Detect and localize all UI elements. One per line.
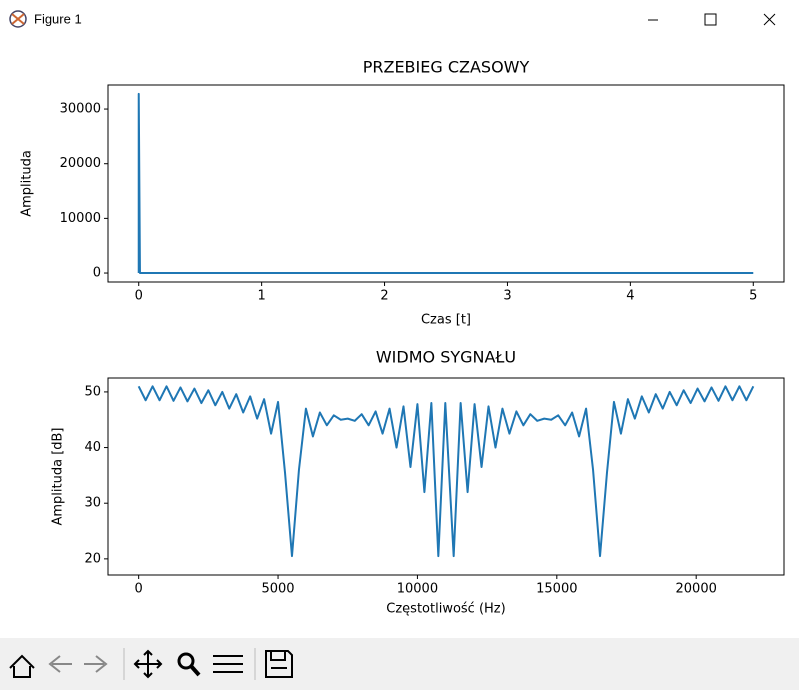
x-tick-label: 10000 [397,582,438,597]
y-tick-label: 20 [84,551,101,566]
y-tick-label: 10000 [60,211,101,226]
x-tick-label: 5000 [261,582,294,597]
x-tick-label: 3 [503,289,511,304]
data-line [137,92,754,275]
zoom-handle [189,664,201,677]
y-axis-label: Amplituda [dB] [51,427,66,525]
zoom-button[interactable] [177,652,195,670]
x-tick-label: 4 [626,289,634,304]
x-tick-label: 5 [749,289,757,304]
title-bar [0,0,799,40]
y-tick-label: 50 [84,384,101,399]
y-tick-label: 20000 [60,156,101,171]
close-button[interactable] [763,13,776,26]
home-button[interactable] [9,654,35,678]
chart-title: WIDMO SYGNAŁU [376,348,516,367]
x-tick-label: 0 [135,582,143,597]
pan-button[interactable] [133,649,163,679]
y-tick-label: 40 [84,440,101,455]
data-line [137,385,755,558]
x-tick-label: 0 [135,289,143,304]
window-title: Figure 1 [34,11,82,26]
chart-title: PRZEBIEG CZASOWY [363,58,530,77]
toolbar [0,638,799,690]
save-button[interactable] [265,650,293,678]
x-tick-label: 20000 [676,582,717,597]
maximize-button[interactable] [704,13,717,26]
toolbar-icons [9,648,293,680]
y-tick-label: 0 [93,266,101,281]
x-tick-label: 2 [380,289,388,304]
y-tick-label: 30 [84,496,101,511]
forward-button[interactable] [84,655,108,673]
axes-frame [107,84,785,283]
y-tick-label: 30000 [60,102,101,117]
app-icon-mark [11,13,25,25]
axes-frame [107,377,785,576]
x-tick-label: 15000 [536,582,577,597]
x-tick-label: 1 [257,289,265,304]
x-axis-label: Częstotliwość (Hz) [386,602,505,617]
x-axis-label: Czas [t] [421,313,471,328]
y-axis-label: Amplituda [20,150,35,217]
configure-button[interactable] [213,655,243,673]
back-button[interactable] [48,655,72,673]
